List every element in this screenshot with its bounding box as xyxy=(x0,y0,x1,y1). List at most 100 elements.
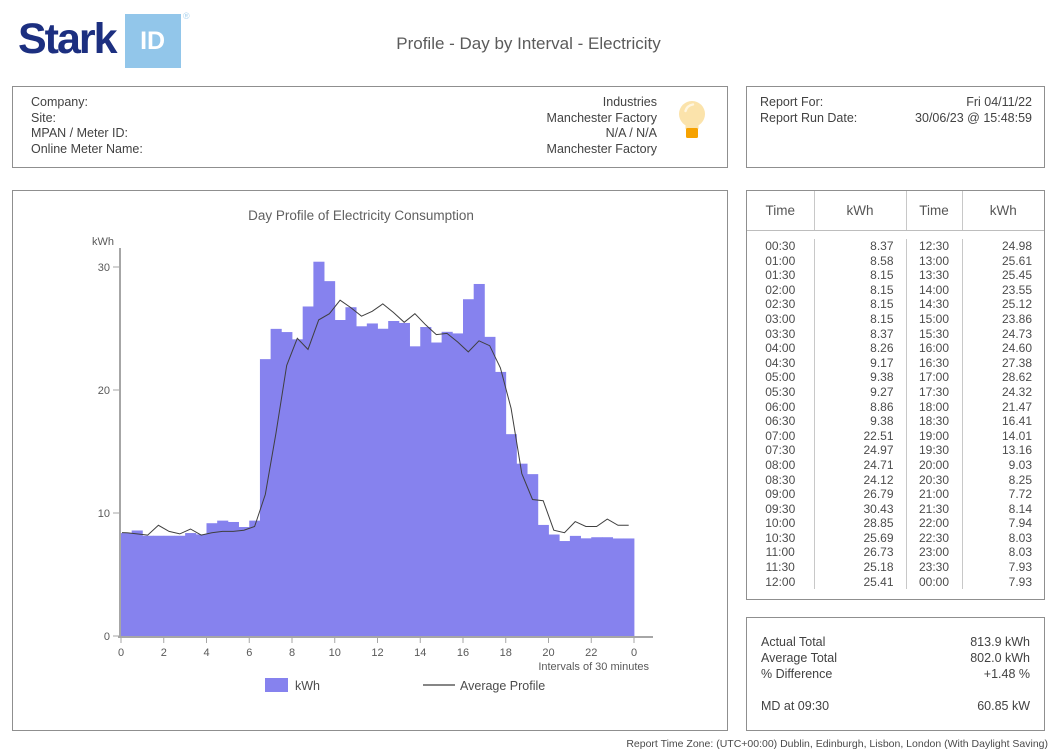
bar-00:00 xyxy=(623,538,635,636)
kwh-cell: 9.27 xyxy=(814,384,907,400)
time-cell: 18:30 xyxy=(906,414,963,429)
time-cell: 14:00 xyxy=(906,282,963,298)
totals-label: Average Total xyxy=(761,651,837,665)
kwh-cell: 7.93 xyxy=(1008,560,1032,575)
kwh-cell: 25.12 xyxy=(1001,297,1032,312)
stark-logo: Stark ID ® xyxy=(18,11,190,68)
bar-19:30 xyxy=(527,474,539,636)
bar-22:00 xyxy=(580,538,592,636)
kwh-cell: 9.38 xyxy=(814,414,907,429)
kwh-cell: 7.94 xyxy=(1008,516,1032,531)
table-row: 06:30 9.38 18:30 16.41 xyxy=(747,414,1044,429)
report-row: Report Run Date: 30/06/23 @ 15:48:59 xyxy=(760,111,1032,127)
table-row: 10:30 25.69 22:30 8.03 xyxy=(747,530,1044,546)
bar-04:30 xyxy=(206,523,218,636)
bar-01:00 xyxy=(131,530,143,636)
table-row: 11:30 25.18 23:30 7.93 xyxy=(747,560,1044,575)
legend-kwh-swatch xyxy=(265,678,288,692)
column-header-kwh: kWh xyxy=(814,191,907,231)
kwh-cell: 8.03 xyxy=(1008,545,1032,560)
bar-14:30 xyxy=(420,327,432,636)
time-cell: 22:30 xyxy=(906,530,963,546)
time-cell: 23:00 xyxy=(906,545,963,561)
totals-value: 813.9 kWh xyxy=(970,635,1030,649)
time-cell: 21:00 xyxy=(906,487,963,502)
report-value: 30/06/23 @ 15:48:59 xyxy=(915,110,1032,125)
time-cell: 16:00 xyxy=(906,341,963,356)
x-tick-label: 2 xyxy=(161,647,167,659)
time-cell: 17:30 xyxy=(906,384,963,400)
time-cell: 02:30 xyxy=(747,297,815,312)
kwh-cell: 28.85 xyxy=(814,516,907,531)
bar-01:30 xyxy=(142,535,154,636)
info-row: Online Meter Name: Manchester Factory xyxy=(31,142,657,158)
bar-11:30 xyxy=(356,326,368,636)
x-tick-label: 12 xyxy=(371,647,383,659)
time-cell: 12:30 xyxy=(906,239,963,254)
y-tick-label: 30 xyxy=(98,262,110,274)
kwh-cell: 8.15 xyxy=(814,282,907,298)
totals-row: Average Total 802.0 kWh xyxy=(761,650,1030,666)
bar-09:30 xyxy=(313,261,325,636)
table-row: 00:30 8.37 12:30 24.98 xyxy=(747,239,1044,254)
legend-kwh-label: kWh xyxy=(295,679,320,693)
time-cell: 04:00 xyxy=(747,341,815,356)
time-cell: 13:30 xyxy=(906,268,963,283)
bar-02:30 xyxy=(163,535,175,636)
table-row: 10:00 28.85 22:00 7.94 xyxy=(747,516,1044,531)
time-cell: 09:30 xyxy=(747,501,815,517)
report-info-panel: Report For: Fri 04/11/22 Report Run Date… xyxy=(746,86,1045,168)
bar-04:00 xyxy=(195,534,207,636)
x-tick-label: 4 xyxy=(203,647,209,659)
bar-08:30 xyxy=(292,339,304,636)
kwh-cell: 13.16 xyxy=(1001,443,1032,458)
kwh-cell: 25.18 xyxy=(814,560,907,575)
time-cell: 13:00 xyxy=(906,253,963,269)
table-row: 09:30 30.43 21:30 8.14 xyxy=(747,501,1044,517)
interval-table: Time kWh Time kWh 00:30 8.37 12:30 24.98 01:… xyxy=(747,191,1044,590)
kwh-cell: 22.51 xyxy=(814,428,907,444)
info-label: Company: xyxy=(31,95,88,109)
time-cell: 00:00 xyxy=(906,574,963,590)
time-cell: 02:00 xyxy=(747,282,815,298)
report-label: Report Run Date: xyxy=(760,110,858,125)
chart-title: Day Profile of Electricity Consumption xyxy=(248,208,474,223)
table-row: 04:00 8.26 16:00 24.60 xyxy=(747,341,1044,356)
md-label: MD at 09:30 xyxy=(761,699,830,713)
bar-12:30 xyxy=(377,328,389,636)
table-row: 07:00 22.51 19:00 14.01 xyxy=(747,428,1044,444)
time-cell: 08:00 xyxy=(747,457,815,473)
bar-16:00 xyxy=(452,333,464,636)
bar-17:30 xyxy=(484,336,496,636)
table-row: 08:00 24.71 20:00 9.03 xyxy=(747,457,1044,473)
column-header-time: Time xyxy=(747,191,815,231)
time-cell: 16:30 xyxy=(906,355,963,371)
info-label: Online Meter Name: xyxy=(31,141,143,156)
kwh-cell: 24.32 xyxy=(1001,384,1032,399)
kwh-cell: 25.41 xyxy=(814,574,907,590)
id-badge-label: ID xyxy=(140,26,166,55)
bar-10:30 xyxy=(334,320,346,636)
bar-14:00 xyxy=(409,346,421,636)
table-row: 05:00 9.38 17:00 28.62 xyxy=(747,370,1044,385)
kwh-cell: 8.14 xyxy=(1008,501,1032,516)
bar-17:00 xyxy=(473,283,485,636)
x-tick-label: 22 xyxy=(585,647,597,659)
time-cell: 17:00 xyxy=(906,370,963,385)
bar-05:30 xyxy=(227,521,239,636)
info-label: Site: xyxy=(31,110,57,125)
interval-table-body: 00:30 8.37 12:30 24.98 01:00 8.58 13:00 25.61 01… xyxy=(747,230,1044,590)
kwh-cell: 16.41 xyxy=(1001,414,1032,429)
time-cell: 11:00 xyxy=(747,545,815,561)
interval-table-panel: Time kWh Time kWh 00:30 8.37 12:30 24.98 01:… xyxy=(746,190,1045,600)
kwh-cell: 8.15 xyxy=(814,268,907,283)
report-row: Report For: Fri 04/11/22 xyxy=(760,95,1032,111)
time-cell: 23:30 xyxy=(906,560,963,575)
bar-02:00 xyxy=(153,535,165,636)
totals-value: 802.0 kWh xyxy=(970,651,1030,665)
time-cell: 06:00 xyxy=(747,399,815,415)
bar-21:00 xyxy=(559,541,571,636)
time-cell: 22:00 xyxy=(906,516,963,531)
kwh-cell: 8.37 xyxy=(814,326,907,342)
table-row: 04:30 9.17 16:30 27.38 xyxy=(747,355,1044,371)
